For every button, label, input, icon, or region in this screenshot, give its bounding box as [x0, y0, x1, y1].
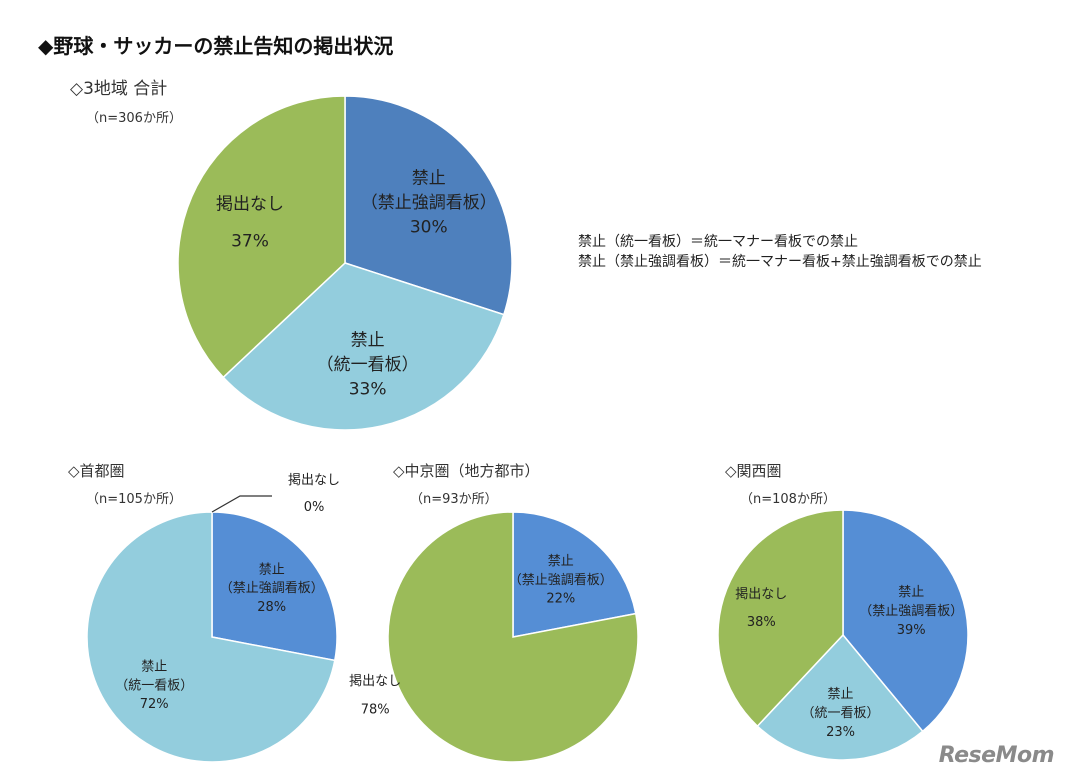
- pie-slice-0: [211, 511, 338, 662]
- slice-label: 禁止: [351, 330, 385, 350]
- chart-n-kansai: （n=108か所）: [740, 492, 836, 507]
- pie-slice-2: [177, 95, 346, 379]
- pie-slice-1: [387, 511, 639, 763]
- pie-slice-2: [717, 509, 844, 728]
- watermark-logo: ReseMom: [938, 743, 1055, 768]
- slice-value-label: 23%: [826, 725, 855, 740]
- chart-n-shutoken: （n=105か所）: [86, 492, 182, 507]
- chart-title-total: ◇3地域 合計: [70, 79, 168, 99]
- pie-slice-1: [222, 262, 505, 431]
- slice-label: （禁止強調看板）: [361, 193, 497, 213]
- slice-label: （禁止強調看板）: [220, 580, 324, 596]
- slice-label: 0%: [304, 500, 325, 515]
- slice-value-label: 72%: [140, 697, 169, 712]
- slice-value-label: 78%: [361, 702, 390, 717]
- chart-title-kansai: ◇関西圏: [725, 462, 782, 480]
- slice-label: 掲出なし: [349, 673, 401, 689]
- slice-value-label: 38%: [747, 615, 776, 630]
- chart-title-shutoken: ◇首都圏: [68, 462, 125, 480]
- note-unified: 禁止（統一看板）＝統一マナー看板での禁止: [578, 234, 858, 250]
- slice-label: （禁止強調看板）: [509, 572, 613, 588]
- note-emphasis: 禁止（禁止強調看板）＝統一マナー看板+禁止強調看板での禁止: [578, 254, 982, 270]
- legend-notes: 禁止（統一看板）＝統一マナー看板での禁止 禁止（禁止強調看板）＝統一マナー看板+…: [578, 232, 982, 272]
- slice-label: （統一看板）: [115, 677, 193, 693]
- slice-value-label: 39%: [897, 623, 926, 638]
- chart-title-chukyo: ◇中京圏（地方都市）: [393, 462, 540, 480]
- leader-line: [211, 495, 272, 513]
- slice-label: （統一看板）: [802, 705, 880, 721]
- slice-label: 禁止: [548, 554, 574, 569]
- slice-value-label: 37%: [231, 231, 269, 251]
- slice-label: 掲出なし: [735, 586, 787, 602]
- chart-n-chukyo: （n=93か所）: [410, 492, 498, 507]
- pie-slice-0: [344, 95, 513, 316]
- slice-label: 禁止: [828, 687, 854, 702]
- pie-slice-0: [512, 511, 637, 638]
- pie-slice-0: [842, 509, 969, 733]
- pie-slice-1: [756, 633, 924, 761]
- slice-label: （禁止強調看板）: [859, 603, 963, 619]
- slice-value-label: 33%: [349, 380, 387, 400]
- slice-label: 禁止: [412, 168, 446, 188]
- slice-value-label: 22%: [546, 592, 575, 607]
- page-title: ◆野球・サッカーの禁止告知の掲出状況: [38, 34, 394, 58]
- slice-label: 掲出なし: [216, 194, 284, 214]
- slice-label: 禁止: [898, 585, 924, 600]
- chart-n-total: （n=306か所）: [86, 111, 182, 126]
- slice-label: 掲出なし: [288, 472, 340, 488]
- slice-label: 禁止: [141, 660, 167, 675]
- pie-slice-1: [86, 511, 336, 763]
- slice-value-label: 30%: [410, 218, 448, 238]
- slice-label: （統一看板）: [317, 355, 419, 375]
- slice-label: 禁止: [259, 562, 285, 577]
- slice-value-label: 28%: [257, 600, 286, 615]
